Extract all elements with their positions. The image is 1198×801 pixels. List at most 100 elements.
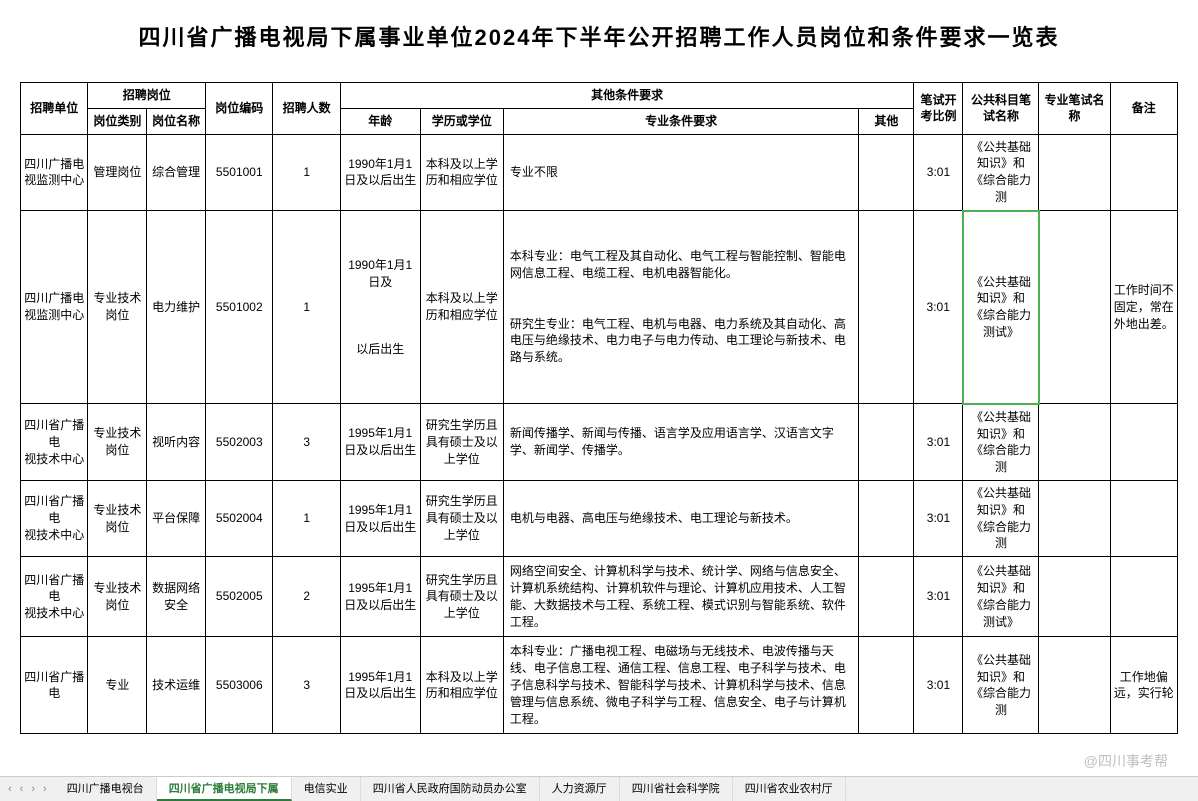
header-name: 岗位名称 bbox=[147, 108, 206, 134]
cell-name: 视听内容 bbox=[147, 404, 206, 481]
cell-major: 本科专业：电气工程及其自动化、电气工程与智能控制、智能电网信息工程、电缆工程、电… bbox=[503, 211, 858, 404]
sheet-tab[interactable]: 四川省人民政府国防动员办公室 bbox=[361, 777, 540, 801]
cell-age: 1995年1月1日及以后出生 bbox=[340, 557, 420, 637]
cell-edu: 研究生学历且具有硕士及以上学位 bbox=[420, 480, 503, 556]
cell-unit: 四川广播电视监测中心 bbox=[21, 211, 88, 404]
header-position-group: 招聘岗位 bbox=[88, 83, 206, 109]
header-type: 岗位类别 bbox=[88, 108, 147, 134]
cell-age: 1995年1月1日及以后出生 bbox=[340, 404, 420, 481]
cell-test2 bbox=[1039, 480, 1110, 556]
cell-name: 综合管理 bbox=[147, 134, 206, 211]
cell-ratio: 3:01 bbox=[914, 211, 963, 404]
cell-test1: 《公共基础知识》和《综合能力测 bbox=[963, 404, 1039, 481]
cell-type: 专业技术岗位 bbox=[88, 211, 147, 404]
header-other-req-group: 其他条件要求 bbox=[340, 83, 914, 109]
cell-name: 平台保障 bbox=[147, 480, 206, 556]
cell-code: 5502004 bbox=[206, 480, 273, 556]
header-note: 备注 bbox=[1110, 83, 1177, 135]
header-major: 专业条件要求 bbox=[503, 108, 858, 134]
cell-count: 3 bbox=[273, 637, 340, 734]
sheet-tab[interactable]: 四川省社会科学院 bbox=[620, 777, 733, 801]
table-row: 四川省广播电视技术中心专业技术岗位视听内容550200331995年1月1日及以… bbox=[21, 404, 1178, 481]
cell-unit: 四川省广播电视技术中心 bbox=[21, 404, 88, 481]
tab-nav-next[interactable]: › bbox=[27, 781, 39, 797]
cell-ratio: 3:01 bbox=[914, 480, 963, 556]
cell-edu: 本科及以上学历和相应学位 bbox=[420, 637, 503, 734]
cell-code: 5502003 bbox=[206, 404, 273, 481]
cell-type: 专业技术岗位 bbox=[88, 557, 147, 637]
cell-major: 电机与电器、高电压与绝缘技术、电工理论与新技术。 bbox=[503, 480, 858, 556]
cell-note bbox=[1110, 557, 1177, 637]
cell-type: 专业 bbox=[88, 637, 147, 734]
cell-major: 网络空间安全、计算机科学与技术、统计学、网络与信息安全、计算机系统结构、计算机软… bbox=[503, 557, 858, 637]
sheet-tab[interactable]: 人力资源厅 bbox=[540, 777, 620, 801]
sheet-tabs: ‹ ‹ › › 四川广播电视台四川省广播电视局下属电信实业四川省人民政府国防动员… bbox=[0, 776, 1198, 801]
cell-code: 5502005 bbox=[206, 557, 273, 637]
cell-name: 电力维护 bbox=[147, 211, 206, 404]
header-age: 年龄 bbox=[340, 108, 420, 134]
header-count: 招聘人数 bbox=[273, 83, 340, 135]
tab-nav-prev[interactable]: ‹ bbox=[16, 781, 28, 797]
cell-major: 新闻传播学、新闻与传播、语言学及应用语言学、汉语言文字学、新闻学、传播学。 bbox=[503, 404, 858, 481]
cell-name: 数据网络安全 bbox=[147, 557, 206, 637]
sheet-tab[interactable]: 四川省农业农村厅 bbox=[733, 777, 846, 801]
table-row: 四川广播电视监测中心专业技术岗位电力维护550100211990年1月1日及以后… bbox=[21, 211, 1178, 404]
cell-major: 本科专业：广播电视工程、电磁场与无线技术、电波传播与天线、电子信息工程、通信工程… bbox=[503, 637, 858, 734]
cell-note bbox=[1110, 134, 1177, 211]
tab-nav-last[interactable]: › bbox=[39, 781, 51, 797]
cell-test1: 《公共基础知识》和《综合能力测 bbox=[963, 480, 1039, 556]
watermark: @四川事考帮 bbox=[1084, 751, 1168, 771]
cell-unit: 四川省广播电视技术中心 bbox=[21, 480, 88, 556]
cell-note: 工作时间不固定，常在外地出差。 bbox=[1110, 211, 1177, 404]
cell-count: 1 bbox=[273, 480, 340, 556]
header-edu: 学历或学位 bbox=[420, 108, 503, 134]
header-test1: 公共科目笔试名称 bbox=[963, 83, 1039, 135]
cell-type: 专业技术岗位 bbox=[88, 404, 147, 481]
cell-test1: 《公共基础知识》和《综合能力测 bbox=[963, 637, 1039, 734]
cell-unit: 四川省广播电视技术中心 bbox=[21, 557, 88, 637]
cell-test2 bbox=[1039, 557, 1110, 637]
table-container: 招聘单位 招聘岗位 岗位编码 招聘人数 其他条件要求 笔试开考比例 公共科目笔试… bbox=[0, 82, 1198, 734]
cell-ratio: 3:01 bbox=[914, 637, 963, 734]
cell-edu: 研究生学历且具有硕士及以上学位 bbox=[420, 404, 503, 481]
tab-nav-controls: ‹ ‹ › › bbox=[0, 781, 55, 797]
cell-count: 1 bbox=[273, 134, 340, 211]
sheet-tab[interactable]: 电信实业 bbox=[292, 777, 361, 801]
cell-other bbox=[859, 211, 914, 404]
cell-test2 bbox=[1039, 404, 1110, 481]
header-other: 其他 bbox=[859, 108, 914, 134]
cell-count: 3 bbox=[273, 404, 340, 481]
cell-code: 5501001 bbox=[206, 134, 273, 211]
cell-age: 1990年1月1日及以后出生 bbox=[340, 211, 420, 404]
cell-count: 1 bbox=[273, 211, 340, 404]
cell-name: 技术运维 bbox=[147, 637, 206, 734]
cell-code: 5501002 bbox=[206, 211, 273, 404]
cell-age: 1995年1月1日及以后出生 bbox=[340, 637, 420, 734]
cell-test2 bbox=[1039, 211, 1110, 404]
cell-test1: 《公共基础知识》和《综合能力测试》 bbox=[963, 211, 1039, 404]
cell-ratio: 3:01 bbox=[914, 404, 963, 481]
header-unit: 招聘单位 bbox=[21, 83, 88, 135]
cell-edu: 本科及以上学历和相应学位 bbox=[420, 211, 503, 404]
cell-type: 管理岗位 bbox=[88, 134, 147, 211]
sheet-tab[interactable]: 四川广播电视台 bbox=[55, 777, 157, 801]
cell-other bbox=[859, 404, 914, 481]
cell-other bbox=[859, 557, 914, 637]
cell-ratio: 3:01 bbox=[914, 134, 963, 211]
sheet-tab[interactable]: 四川省广播电视局下属 bbox=[157, 777, 292, 801]
header-ratio: 笔试开考比例 bbox=[914, 83, 963, 135]
cell-edu: 研究生学历且具有硕士及以上学位 bbox=[420, 557, 503, 637]
cell-other bbox=[859, 134, 914, 211]
cell-note: 工作地偏远，实行轮 bbox=[1110, 637, 1177, 734]
cell-test1: 《公共基础知识》和《综合能力测试》 bbox=[963, 557, 1039, 637]
table-row: 四川省广播电视技术中心专业技术岗位数据网络安全550200521995年1月1日… bbox=[21, 557, 1178, 637]
cell-test2 bbox=[1039, 134, 1110, 211]
cell-ratio: 3:01 bbox=[914, 557, 963, 637]
table-row: 四川省广播电专业技术运维550300631995年1月1日及以后出生本科及以上学… bbox=[21, 637, 1178, 734]
cell-test1: 《公共基础知识》和《综合能力测 bbox=[963, 134, 1039, 211]
cell-note bbox=[1110, 404, 1177, 481]
cell-count: 2 bbox=[273, 557, 340, 637]
cell-major: 专业不限 bbox=[503, 134, 858, 211]
cell-test2 bbox=[1039, 637, 1110, 734]
tab-nav-first[interactable]: ‹ bbox=[4, 781, 16, 797]
